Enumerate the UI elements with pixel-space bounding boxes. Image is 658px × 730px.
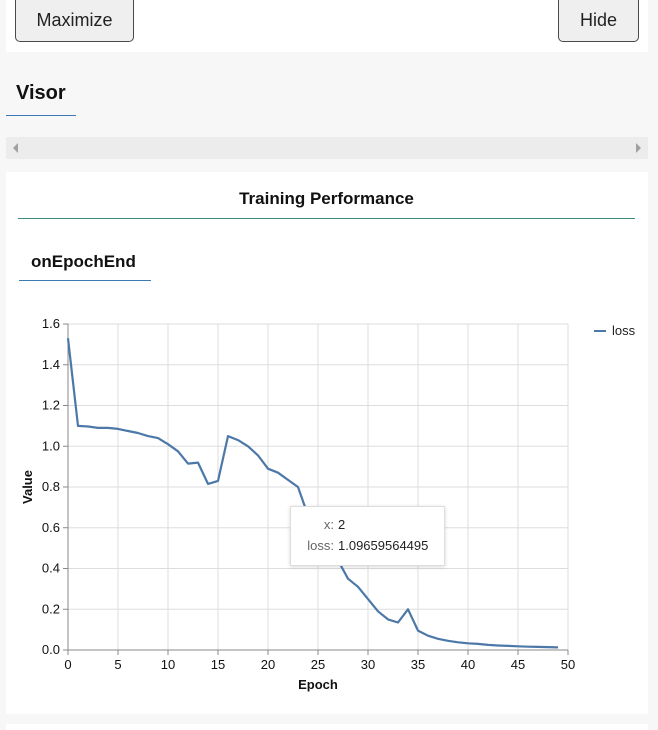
series-line-loss (66, 338, 559, 649)
title-divider (18, 218, 635, 219)
x-tick-label: 20 (261, 657, 275, 672)
tooltip-x-key: x: (323, 517, 334, 532)
x-tick-label: 0 (64, 657, 71, 672)
visor-surface: Training Performance onEpochEnd (6, 172, 648, 714)
tooltip-loss-key: loss: (307, 538, 334, 553)
x-axis-label: Epoch (298, 677, 338, 692)
horizontal-scrollbar[interactable] (6, 137, 648, 159)
tooltip-loss-value: 1.09659564495 (338, 538, 429, 553)
y-tick-label: 1.0 (42, 438, 60, 453)
visor-tab[interactable]: Visor (6, 76, 76, 116)
next-panel-edge (6, 724, 648, 730)
y-tick-label: 0.0 (42, 642, 60, 657)
tab-onepochend-label: onEpochEnd (31, 252, 136, 271)
x-tick-label: 25 (311, 657, 325, 672)
maximize-button[interactable]: Maximize (15, 0, 134, 42)
hide-button[interactable]: Hide (558, 0, 639, 42)
y-tick-label: 1.4 (42, 357, 60, 372)
visor-tab-label: Visor (16, 82, 66, 104)
controls-bar: Maximize Hide (6, 0, 648, 52)
y-tick-label: 1.6 (42, 316, 60, 331)
y-tick-label: 0.8 (42, 479, 60, 494)
scroll-left-icon[interactable] (13, 143, 18, 153)
x-tick-label: 15 (211, 657, 225, 672)
x-tick-label: 50 (561, 657, 575, 672)
tooltip-x-value: 2 (338, 517, 346, 532)
scroll-right-icon[interactable] (636, 143, 641, 153)
chart-tooltip: x: 2 loss: 1.09659564495 (290, 506, 445, 566)
y-tick-label: 1.2 (42, 398, 60, 413)
y-tick-label: 0.2 (42, 601, 60, 616)
x-tick-label: 10 (161, 657, 175, 672)
chart-legend: loss (594, 323, 636, 338)
chart-ticks: 0 5 10 15 20 25 30 35 40 45 50 0.0 0.2 0.4 0.6 0.8 1.0 1.… (42, 316, 575, 672)
tab-onepochend[interactable]: onEpochEnd (19, 244, 151, 281)
y-axis-label: Value (20, 470, 35, 504)
surface-title: Training Performance (239, 189, 414, 208)
x-tick-label: 40 (461, 657, 475, 672)
chart-grid (67, 323, 569, 651)
x-tick-label: 45 (511, 657, 525, 672)
chart-series (66, 338, 559, 649)
x-tick-label: 30 (361, 657, 375, 672)
x-tick-label: 5 (114, 657, 121, 672)
x-tick-label: 35 (411, 657, 425, 672)
y-tick-label: 0.6 (42, 520, 60, 535)
loss-chart: 0 5 10 15 20 25 30 35 40 45 50 0.0 0.2 0.4 0.6 0.8 1.0 1.… (20, 316, 636, 692)
y-tick-label: 0.4 (42, 561, 60, 576)
legend-label: loss (612, 323, 636, 338)
